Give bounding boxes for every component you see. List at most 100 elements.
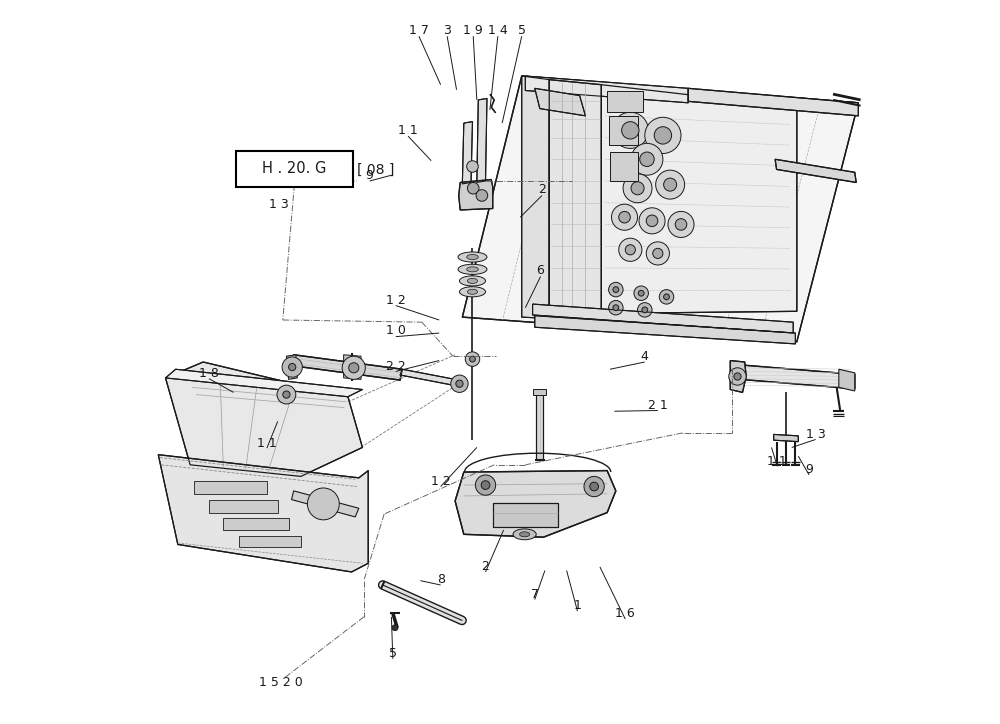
- Text: 1 3: 1 3: [269, 198, 289, 211]
- Ellipse shape: [459, 287, 486, 297]
- Circle shape: [631, 143, 663, 175]
- Polygon shape: [533, 304, 793, 333]
- Polygon shape: [286, 355, 297, 379]
- Circle shape: [277, 385, 296, 404]
- Text: [ 08 ]: [ 08 ]: [357, 162, 394, 177]
- Circle shape: [656, 170, 685, 199]
- Polygon shape: [535, 316, 795, 344]
- Circle shape: [645, 117, 681, 153]
- Text: 1 4: 1 4: [488, 24, 508, 37]
- Polygon shape: [400, 369, 455, 385]
- Text: 1 5 2 0: 1 5 2 0: [259, 676, 303, 689]
- Text: 9: 9: [366, 169, 374, 182]
- Circle shape: [307, 488, 339, 520]
- Text: 2: 2: [538, 183, 546, 196]
- Polygon shape: [166, 362, 362, 476]
- Polygon shape: [525, 76, 688, 103]
- Circle shape: [625, 245, 635, 255]
- Circle shape: [613, 287, 619, 292]
- Ellipse shape: [459, 276, 486, 286]
- Bar: [239, 536, 301, 547]
- Polygon shape: [774, 434, 798, 442]
- Text: 4: 4: [641, 350, 649, 363]
- Polygon shape: [536, 392, 543, 460]
- Circle shape: [729, 368, 746, 385]
- Circle shape: [638, 303, 652, 317]
- Bar: [607, 90, 643, 112]
- Circle shape: [476, 190, 488, 201]
- Ellipse shape: [467, 279, 478, 284]
- Bar: [533, 389, 546, 395]
- Circle shape: [475, 475, 496, 495]
- Circle shape: [638, 290, 644, 296]
- Polygon shape: [493, 503, 558, 527]
- Circle shape: [590, 482, 598, 491]
- Circle shape: [623, 174, 652, 203]
- Circle shape: [349, 363, 359, 373]
- Text: 1 2: 1 2: [431, 475, 451, 488]
- Ellipse shape: [458, 252, 487, 262]
- Circle shape: [609, 300, 623, 315]
- Text: 1 6: 1 6: [615, 607, 635, 620]
- Polygon shape: [166, 369, 362, 397]
- Text: 2 2: 2 2: [386, 360, 406, 373]
- Circle shape: [392, 625, 398, 631]
- Text: 5: 5: [389, 647, 397, 660]
- Circle shape: [342, 356, 365, 379]
- Text: 5: 5: [518, 24, 526, 37]
- Polygon shape: [730, 361, 746, 392]
- Circle shape: [634, 286, 648, 300]
- Text: 1 1: 1 1: [398, 124, 418, 137]
- Text: 6: 6: [537, 264, 544, 277]
- Circle shape: [481, 481, 490, 489]
- Circle shape: [734, 373, 741, 380]
- Text: 1 1: 1 1: [767, 455, 787, 468]
- Text: 7: 7: [531, 588, 539, 601]
- Text: 8: 8: [437, 573, 445, 586]
- Circle shape: [622, 122, 639, 139]
- Text: 2 1: 2 1: [648, 399, 668, 412]
- Bar: [610, 152, 638, 181]
- Text: 1: 1: [574, 599, 581, 613]
- Text: 1 1: 1 1: [257, 437, 277, 450]
- Ellipse shape: [467, 255, 478, 260]
- Ellipse shape: [467, 267, 478, 272]
- Circle shape: [653, 248, 663, 258]
- Bar: [209, 500, 278, 513]
- Polygon shape: [158, 455, 368, 572]
- Polygon shape: [601, 85, 797, 313]
- Polygon shape: [291, 355, 402, 380]
- Circle shape: [470, 356, 475, 362]
- Polygon shape: [775, 159, 856, 182]
- Text: 1 0: 1 0: [386, 324, 406, 337]
- Circle shape: [640, 152, 654, 167]
- Polygon shape: [549, 80, 601, 319]
- Polygon shape: [839, 369, 855, 391]
- Circle shape: [642, 307, 648, 313]
- Circle shape: [664, 178, 677, 191]
- Ellipse shape: [520, 531, 530, 537]
- Circle shape: [659, 290, 674, 304]
- Polygon shape: [535, 88, 585, 116]
- Circle shape: [609, 282, 623, 297]
- Text: 1 7: 1 7: [409, 24, 429, 37]
- Circle shape: [283, 391, 290, 398]
- Text: 9: 9: [805, 463, 813, 476]
- Polygon shape: [453, 378, 464, 390]
- Polygon shape: [477, 98, 487, 182]
- Bar: [609, 116, 638, 145]
- Polygon shape: [688, 88, 858, 116]
- Circle shape: [631, 182, 644, 195]
- Text: 1 9: 1 9: [463, 24, 483, 37]
- Circle shape: [668, 211, 694, 237]
- Polygon shape: [732, 364, 855, 389]
- Ellipse shape: [458, 264, 487, 274]
- Circle shape: [646, 242, 669, 265]
- Circle shape: [675, 219, 687, 230]
- Polygon shape: [462, 122, 472, 184]
- Circle shape: [467, 161, 478, 172]
- Circle shape: [465, 352, 480, 366]
- Circle shape: [611, 204, 638, 230]
- Circle shape: [654, 127, 672, 144]
- Ellipse shape: [467, 290, 478, 295]
